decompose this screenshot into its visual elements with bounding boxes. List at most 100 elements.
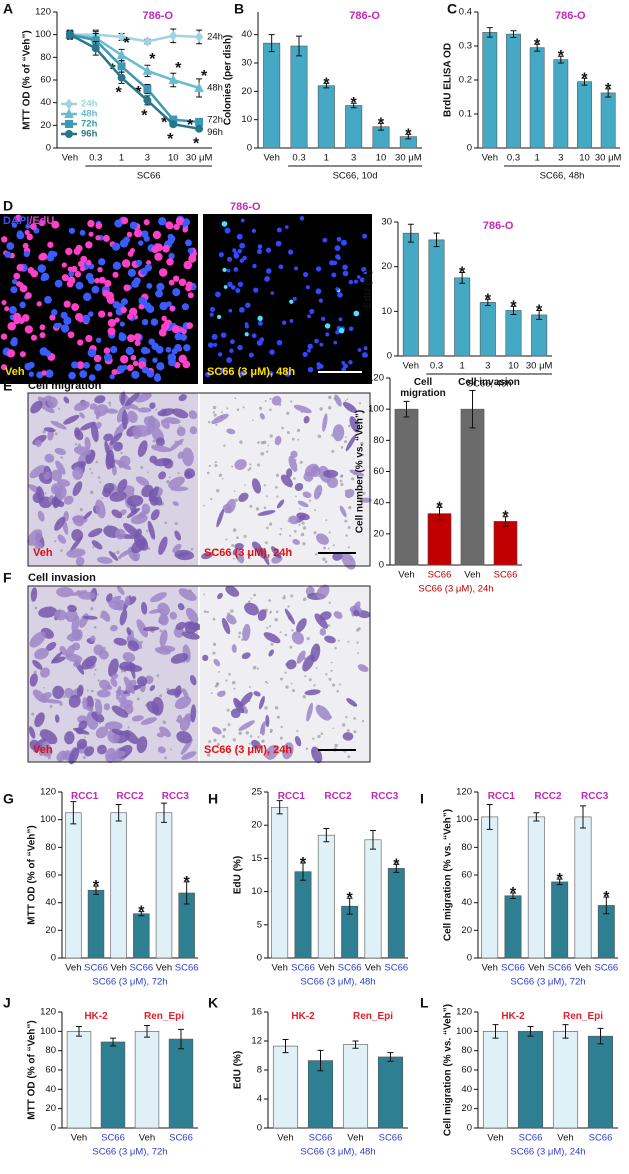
cell	[202, 654, 209, 661]
y-tick-label: 100	[40, 814, 56, 825]
pore	[348, 424, 351, 428]
x-tick-label: 3	[145, 153, 150, 164]
pore	[203, 593, 206, 596]
error-bar	[115, 803, 122, 822]
error-bar	[502, 516, 509, 527]
cell	[263, 632, 281, 644]
nucleus	[107, 318, 116, 328]
cell	[286, 659, 297, 670]
nucleus	[94, 277, 100, 284]
nucleus	[158, 268, 168, 277]
pore	[42, 429, 46, 434]
nucleus	[353, 310, 360, 317]
nucleus	[359, 277, 365, 283]
cell	[122, 652, 136, 663]
significance: *	[161, 115, 168, 132]
cell	[316, 584, 330, 600]
cell	[43, 427, 56, 433]
nucleus	[11, 279, 18, 285]
bar	[294, 871, 312, 959]
cell	[251, 478, 262, 494]
cell	[57, 479, 71, 487]
nucleus	[79, 370, 88, 379]
cell	[94, 698, 103, 716]
pore	[177, 472, 180, 475]
nucleus	[21, 314, 30, 322]
pore	[90, 689, 94, 693]
cell	[113, 441, 123, 452]
nucleus	[111, 369, 118, 376]
nucleus	[237, 344, 243, 351]
pore	[362, 491, 366, 495]
nucleus	[237, 248, 242, 254]
x-tick-label: Veh	[139, 1133, 155, 1144]
pore	[322, 557, 326, 561]
nucleus	[38, 253, 45, 261]
cell	[73, 659, 82, 667]
pore	[74, 442, 78, 446]
nucleus	[116, 365, 125, 374]
cell	[50, 420, 67, 430]
pore	[99, 481, 102, 484]
x-tick-label: 3	[351, 153, 356, 164]
cell	[39, 729, 58, 745]
nucleus	[1, 299, 7, 306]
bar	[402, 232, 419, 357]
cell	[130, 514, 148, 525]
cell	[68, 747, 80, 765]
cell	[234, 548, 245, 564]
nucleus	[185, 285, 192, 292]
x-tick-label: SC66	[129, 963, 153, 974]
pore	[60, 549, 63, 552]
y-tick-label: 0	[257, 1123, 262, 1134]
nucleus	[278, 264, 284, 270]
pore	[212, 617, 216, 621]
pore	[282, 596, 286, 600]
nucleus	[226, 256, 233, 262]
cell	[54, 714, 60, 723]
pore	[315, 552, 318, 556]
nucleus	[173, 223, 180, 231]
pore	[275, 610, 279, 614]
pore	[353, 730, 357, 734]
pore	[242, 406, 245, 409]
series-end-label: 24h	[207, 31, 223, 42]
nucleus	[307, 348, 311, 353]
x-tick-label: SC66	[291, 963, 315, 974]
pore	[89, 467, 92, 470]
cell	[292, 539, 301, 545]
nucleus	[357, 348, 362, 352]
pore	[274, 618, 278, 622]
pore	[206, 471, 210, 475]
nucleus	[153, 374, 162, 382]
cell	[221, 617, 231, 635]
marker	[195, 124, 204, 133]
cell	[334, 394, 342, 407]
nucleus	[23, 250, 30, 258]
group-label: RCC3	[161, 791, 189, 802]
y-axis-label: MTT OD (% of “Veh”)	[27, 1020, 38, 1119]
pore	[346, 728, 350, 732]
nucleus	[98, 276, 106, 284]
bar	[387, 868, 405, 959]
bar	[290, 45, 308, 149]
chart: L Cell migration (% vs. “Veh”) 0 20 40 60 80 10…	[420, 995, 618, 1158]
pore	[287, 605, 290, 608]
nucleus	[67, 276, 76, 285]
pore	[243, 534, 247, 538]
cell	[163, 458, 174, 469]
pore	[178, 424, 181, 427]
cell	[97, 744, 107, 755]
nucleus	[10, 286, 18, 294]
cell	[88, 528, 103, 538]
nucleus	[210, 306, 216, 312]
significance: *	[187, 117, 194, 134]
pore	[249, 463, 252, 466]
legend-marker	[64, 98, 74, 110]
pore	[231, 465, 234, 468]
cell	[314, 613, 328, 629]
y-tick-label: 40	[373, 497, 384, 508]
nucleus	[179, 327, 186, 333]
pore	[299, 460, 303, 464]
